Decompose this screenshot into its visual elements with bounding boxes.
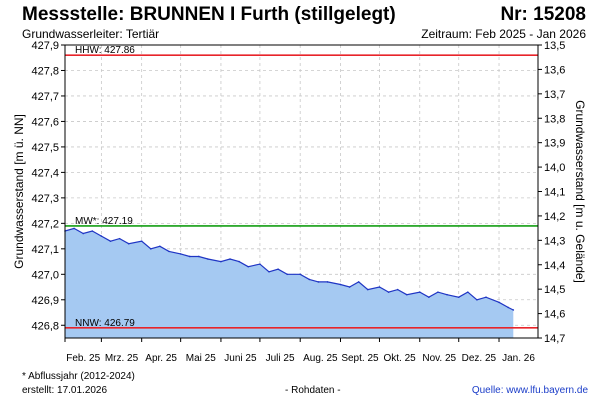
y2-tick-label: 13,7 — [544, 89, 565, 101]
data-point — [127, 242, 130, 245]
x-tick-label: Mrz. 25 — [105, 353, 139, 364]
data-point — [238, 260, 240, 263]
x-tick-label: Sept. 25 — [341, 353, 379, 364]
x-tick-label: Aug. 25 — [303, 353, 338, 364]
y-tick-label: 427,8 — [31, 65, 59, 77]
y2-tick-label: 13,8 — [544, 113, 565, 125]
y2-tick-label: 14,6 — [544, 309, 565, 321]
y2-axis-label: Grundwasserstand [m u. Gelände] — [573, 100, 587, 283]
y-tick-label: 426,8 — [31, 320, 59, 332]
x-tick-label: Jan. 26 — [502, 353, 535, 364]
data-point — [326, 281, 329, 283]
data-point — [357, 281, 360, 283]
data-point — [286, 273, 289, 276]
data-point — [91, 230, 94, 232]
y-tick-label: 427,1 — [31, 244, 59, 256]
mw-line-label: MW*: 427.19 — [75, 216, 133, 227]
data-point — [109, 240, 112, 242]
data-point — [247, 265, 250, 268]
data-point — [387, 291, 390, 293]
data-point — [428, 296, 430, 299]
data-point — [229, 258, 231, 260]
data-point — [268, 270, 270, 273]
data-point — [317, 281, 320, 283]
y-tick-label: 427,4 — [31, 167, 59, 179]
y-tick-label: 427,6 — [31, 116, 59, 128]
x-tick-label: Okt. 25 — [383, 353, 416, 364]
y-tick-label: 427,3 — [31, 193, 59, 205]
data-point — [198, 255, 200, 258]
data-point — [100, 235, 103, 237]
source-link[interactable]: Quelle: www.lfu.bayern.de — [471, 385, 588, 396]
data-point — [168, 250, 170, 253]
x-tick-label: Dez. 25 — [462, 353, 497, 364]
data-point — [446, 293, 448, 296]
created-date: erstellt: 17.01.2026 — [22, 385, 108, 396]
data-point — [207, 258, 209, 260]
period-label: Zeitraum: Feb 2025 - Jan 2026 — [421, 27, 586, 41]
plot-frame — [64, 44, 539, 339]
data-point — [348, 286, 351, 288]
y-tick-label: 426,9 — [31, 295, 59, 307]
data-point — [179, 253, 182, 255]
x-tick-label: Juli 25 — [266, 353, 295, 364]
y-tick-label: 427,2 — [31, 218, 59, 230]
y2-tick-label: 14,4 — [544, 260, 565, 272]
footnote: * Abflussjahr (2012-2024) — [22, 371, 135, 382]
y2-tick-label: 14,3 — [544, 235, 565, 247]
y-tick-label: 427,5 — [31, 142, 59, 154]
data-point — [476, 298, 478, 301]
data-point — [339, 283, 342, 286]
data-point — [507, 306, 509, 309]
x-tick-label: Feb. 25 — [66, 353, 100, 364]
data-point — [259, 263, 261, 265]
data-point — [149, 248, 152, 250]
raw-data-label: - Rohdaten - — [285, 385, 341, 396]
data-point — [467, 291, 469, 293]
y2-tick-label: 14,7 — [544, 333, 565, 345]
y2-tick-label: 13,6 — [544, 64, 565, 76]
data-point — [396, 288, 399, 291]
y-tick-label: 427,9 — [31, 40, 59, 52]
y2-tick-label: 14,5 — [544, 284, 565, 296]
nnw-line-label: NNW: 426.79 — [75, 318, 135, 329]
aquifer-label: Grundwasserleiter: Tertiär — [22, 27, 160, 41]
y2-tick-label: 14,2 — [544, 211, 565, 223]
x-tick-label: Apr. 25 — [145, 353, 177, 364]
data-point — [457, 296, 460, 299]
data-point — [188, 255, 191, 258]
data-point — [159, 245, 161, 248]
x-tick-label: Juni 25 — [224, 353, 257, 364]
x-tick-label: Nov. 25 — [422, 353, 456, 364]
data-point — [73, 227, 75, 230]
data-point — [277, 268, 279, 271]
page-title: Messstelle: BRUNNEN I Furth (stillgelegt… — [22, 4, 396, 25]
data-point — [378, 286, 381, 288]
data-point — [485, 296, 487, 299]
y-axis-label: Grundwasserstand [m ü. NN] — [12, 114, 26, 269]
y2-tick-label: 14,1 — [544, 187, 565, 199]
y2-tick-label: 13,5 — [544, 40, 565, 52]
data-point — [405, 293, 408, 296]
series-area — [65, 228, 514, 338]
y2-tick-label: 13,9 — [544, 138, 565, 150]
data-point — [418, 291, 421, 293]
data-point — [308, 278, 311, 281]
data-point — [220, 260, 222, 263]
x-tick-label: Mai 25 — [186, 353, 216, 364]
y-tick-label: 427,0 — [31, 269, 59, 281]
data-point — [498, 301, 500, 304]
data-point — [437, 291, 439, 293]
y2-tick-label: 14,0 — [544, 162, 565, 174]
data-point — [512, 309, 515, 311]
data-point — [140, 240, 143, 242]
data-point — [299, 273, 302, 276]
y-tick-label: 427,7 — [31, 91, 59, 103]
data-point — [366, 288, 369, 291]
hhw-line-label: HHW: 427.86 — [75, 45, 135, 56]
data-point — [118, 237, 121, 240]
station-number: Nr: 15208 — [500, 4, 586, 25]
data-point — [82, 232, 84, 235]
